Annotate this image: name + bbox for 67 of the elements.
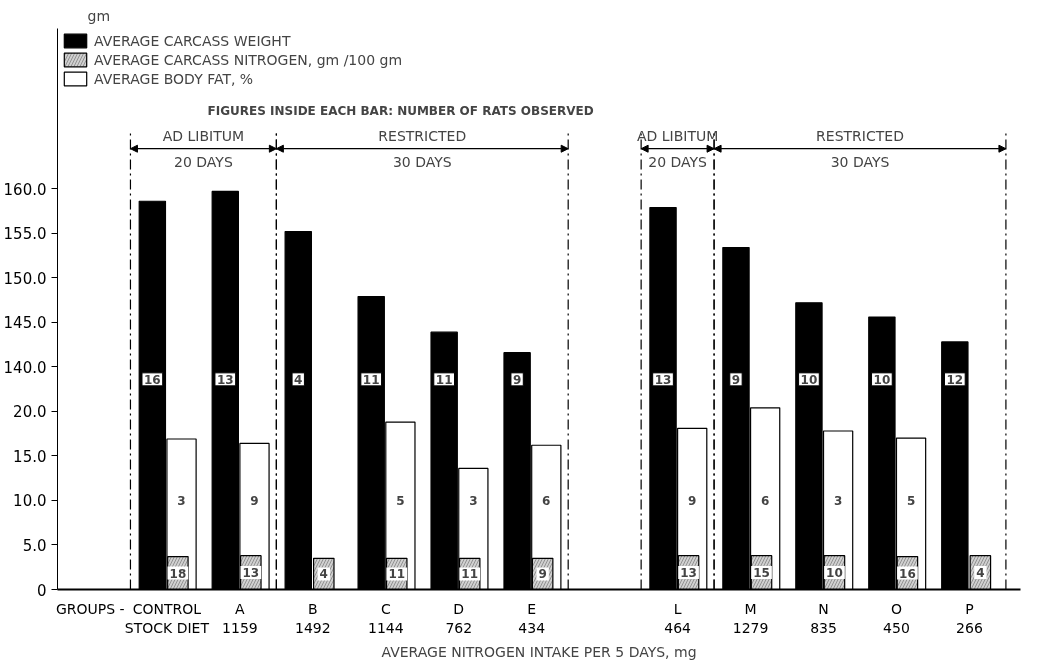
x-tick-label: L 464 xyxy=(664,600,692,636)
annotation: 5 xyxy=(396,493,405,508)
annotation: 9 xyxy=(731,372,741,387)
y2-tick-label: 160.0 xyxy=(3,180,47,199)
legend-label: AVERAGE BODY FAT, % xyxy=(94,70,254,87)
legend-label: AVERAGE CARCASS WEIGHT xyxy=(94,32,291,49)
y-tick-label: 5.0 xyxy=(22,536,47,555)
y2-tick-label: 155.0 xyxy=(3,225,47,244)
y2-tick-label: 150.0 xyxy=(3,269,47,288)
x-tick-label: N 835 xyxy=(810,600,837,636)
annotation: 4 xyxy=(319,567,328,582)
annotation: AD LIBITUM xyxy=(162,127,245,144)
x-tick-label: M 1279 xyxy=(732,600,769,636)
annotation: 11 xyxy=(388,567,406,582)
annotation: 16 xyxy=(143,372,161,387)
annotation: 6 xyxy=(542,493,551,508)
annotation: 4 xyxy=(976,566,985,581)
annotation: 9 xyxy=(512,372,522,387)
annotation: 13 xyxy=(680,566,697,581)
annotation: 11 xyxy=(461,567,479,582)
annotation: RESTRICTED xyxy=(378,127,467,144)
annotation: 11 xyxy=(435,372,453,387)
x-tick-label: B 1492 xyxy=(295,600,331,636)
annotation: 9 xyxy=(688,493,697,508)
x-tick-label: A 1159 xyxy=(222,600,258,636)
annotation: 4 xyxy=(294,372,303,387)
text: GROUPS - xyxy=(55,600,125,617)
y-tick-label: 15.0 xyxy=(13,447,47,466)
annotation: RESTRICTED xyxy=(816,127,904,144)
y-tick-label: 10.0 xyxy=(13,492,47,511)
annotation: 6 xyxy=(760,493,770,508)
annotation: FIGURES INSIDE EACH BAR: NUMBER OF RATS OBSERVED xyxy=(207,104,594,119)
annotation: 13 xyxy=(216,372,234,387)
x-tick-label: D 762 xyxy=(445,600,473,636)
y2-tick-label: 140.0 xyxy=(3,358,47,377)
annotation: 15 xyxy=(753,566,770,581)
annotation: 13 xyxy=(654,372,672,387)
annotation: 10 xyxy=(800,372,818,387)
y2-tick-label: 145.0 xyxy=(3,314,47,333)
x-tick-label: O 450 xyxy=(883,600,910,636)
annotation: 20 DAYS xyxy=(174,153,233,170)
x-axis-title: AVERAGE NITROGEN INTAKE PER 5 DAYS, mg xyxy=(381,643,697,660)
x-tick-label: E 434 xyxy=(518,600,546,636)
annotation: 11 xyxy=(362,372,380,387)
annotation: 10 xyxy=(873,372,891,387)
annotation: 30 DAYS xyxy=(830,153,890,170)
annotation: 30 DAYS xyxy=(392,153,452,170)
annotation: AD LIBITUM xyxy=(636,127,719,144)
annotation: 20 DAYS xyxy=(648,153,708,170)
x-tick-label: CONTROL STOCK DIET xyxy=(124,600,210,636)
y-tick-label: 20.0 xyxy=(13,403,47,422)
annotation: 3 xyxy=(469,493,478,508)
annotation: 10 xyxy=(826,566,843,581)
x-tick-label: P 266 xyxy=(956,600,983,636)
annotation: 13 xyxy=(242,566,260,581)
annotation: 3 xyxy=(833,493,843,508)
annotation: 18 xyxy=(169,566,187,581)
legend-label: AVERAGE CARCASS NITROGEN, gm /100 gm xyxy=(94,51,403,68)
annotation: 3 xyxy=(177,493,186,508)
annotation: 9 xyxy=(538,567,547,582)
annotation: 9 xyxy=(250,493,259,508)
annotation: 12 xyxy=(946,372,964,387)
y-tick-label: 0 xyxy=(36,581,47,600)
annotation: 16 xyxy=(899,566,916,581)
x-tick-label: C 1144 xyxy=(367,600,404,636)
annotation: 5 xyxy=(906,493,916,508)
y-axis-title: gm xyxy=(87,7,111,24)
